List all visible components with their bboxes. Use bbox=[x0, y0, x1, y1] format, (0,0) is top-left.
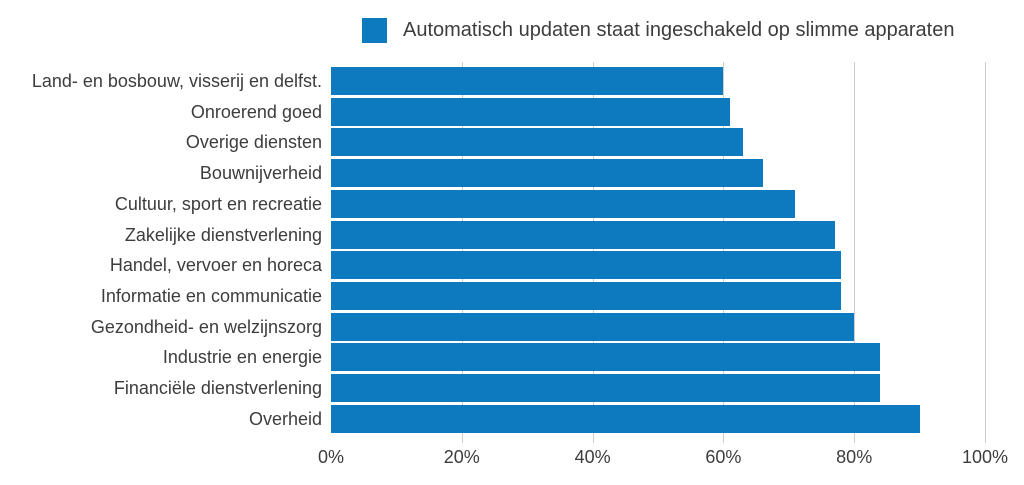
bar-12 bbox=[331, 404, 920, 433]
gridline-100 bbox=[985, 62, 986, 443]
category-label: Overige diensten bbox=[185, 132, 322, 153]
category-label: Land- en bosbouw, visserij en delfst. bbox=[31, 71, 322, 91]
category-label: Onroerend goed bbox=[190, 101, 322, 122]
x-tick-label: 100% bbox=[961, 447, 1009, 467]
bar-1 bbox=[331, 67, 724, 95]
category-label: Zakelijke dienstverlening bbox=[124, 224, 322, 245]
legend-swatch bbox=[362, 17, 387, 43]
bar-7 bbox=[331, 251, 842, 280]
x-tick-label: 40% bbox=[574, 447, 611, 467]
category-label: Bouwnijverheid bbox=[199, 163, 322, 184]
category-label: Gezondheid- en welzijnszorg bbox=[90, 316, 322, 337]
bar-5 bbox=[331, 189, 796, 218]
bar-4 bbox=[331, 159, 763, 188]
category-label: Cultuur, sport en recreatie bbox=[114, 193, 322, 214]
bar-6 bbox=[331, 220, 835, 249]
x-tick-label: 20% bbox=[443, 447, 480, 467]
bar-8 bbox=[331, 282, 842, 311]
bar-9 bbox=[331, 312, 855, 341]
category-label: Overheid bbox=[248, 408, 322, 429]
category-label: Handel, vervoer en horeca bbox=[109, 255, 322, 276]
legend-label: Automatisch updaten staat ingeschakeld o… bbox=[403, 18, 955, 41]
bar-10 bbox=[331, 343, 881, 372]
category-label: Industrie en energie bbox=[162, 347, 322, 368]
category-label: Financiële dienstverlening bbox=[113, 378, 322, 399]
x-tick-label: 80% bbox=[836, 447, 873, 467]
bar-3 bbox=[331, 128, 744, 157]
chart-legend: Automatisch updaten staat ingeschakeld o… bbox=[362, 16, 954, 44]
category-label: Informatie en communicatie bbox=[100, 286, 322, 307]
bar-2 bbox=[331, 97, 730, 126]
x-tick-label: 60% bbox=[705, 447, 742, 467]
bar-11 bbox=[331, 374, 881, 403]
x-tick-label: 0% bbox=[317, 447, 345, 467]
gridline-80 bbox=[854, 62, 856, 443]
